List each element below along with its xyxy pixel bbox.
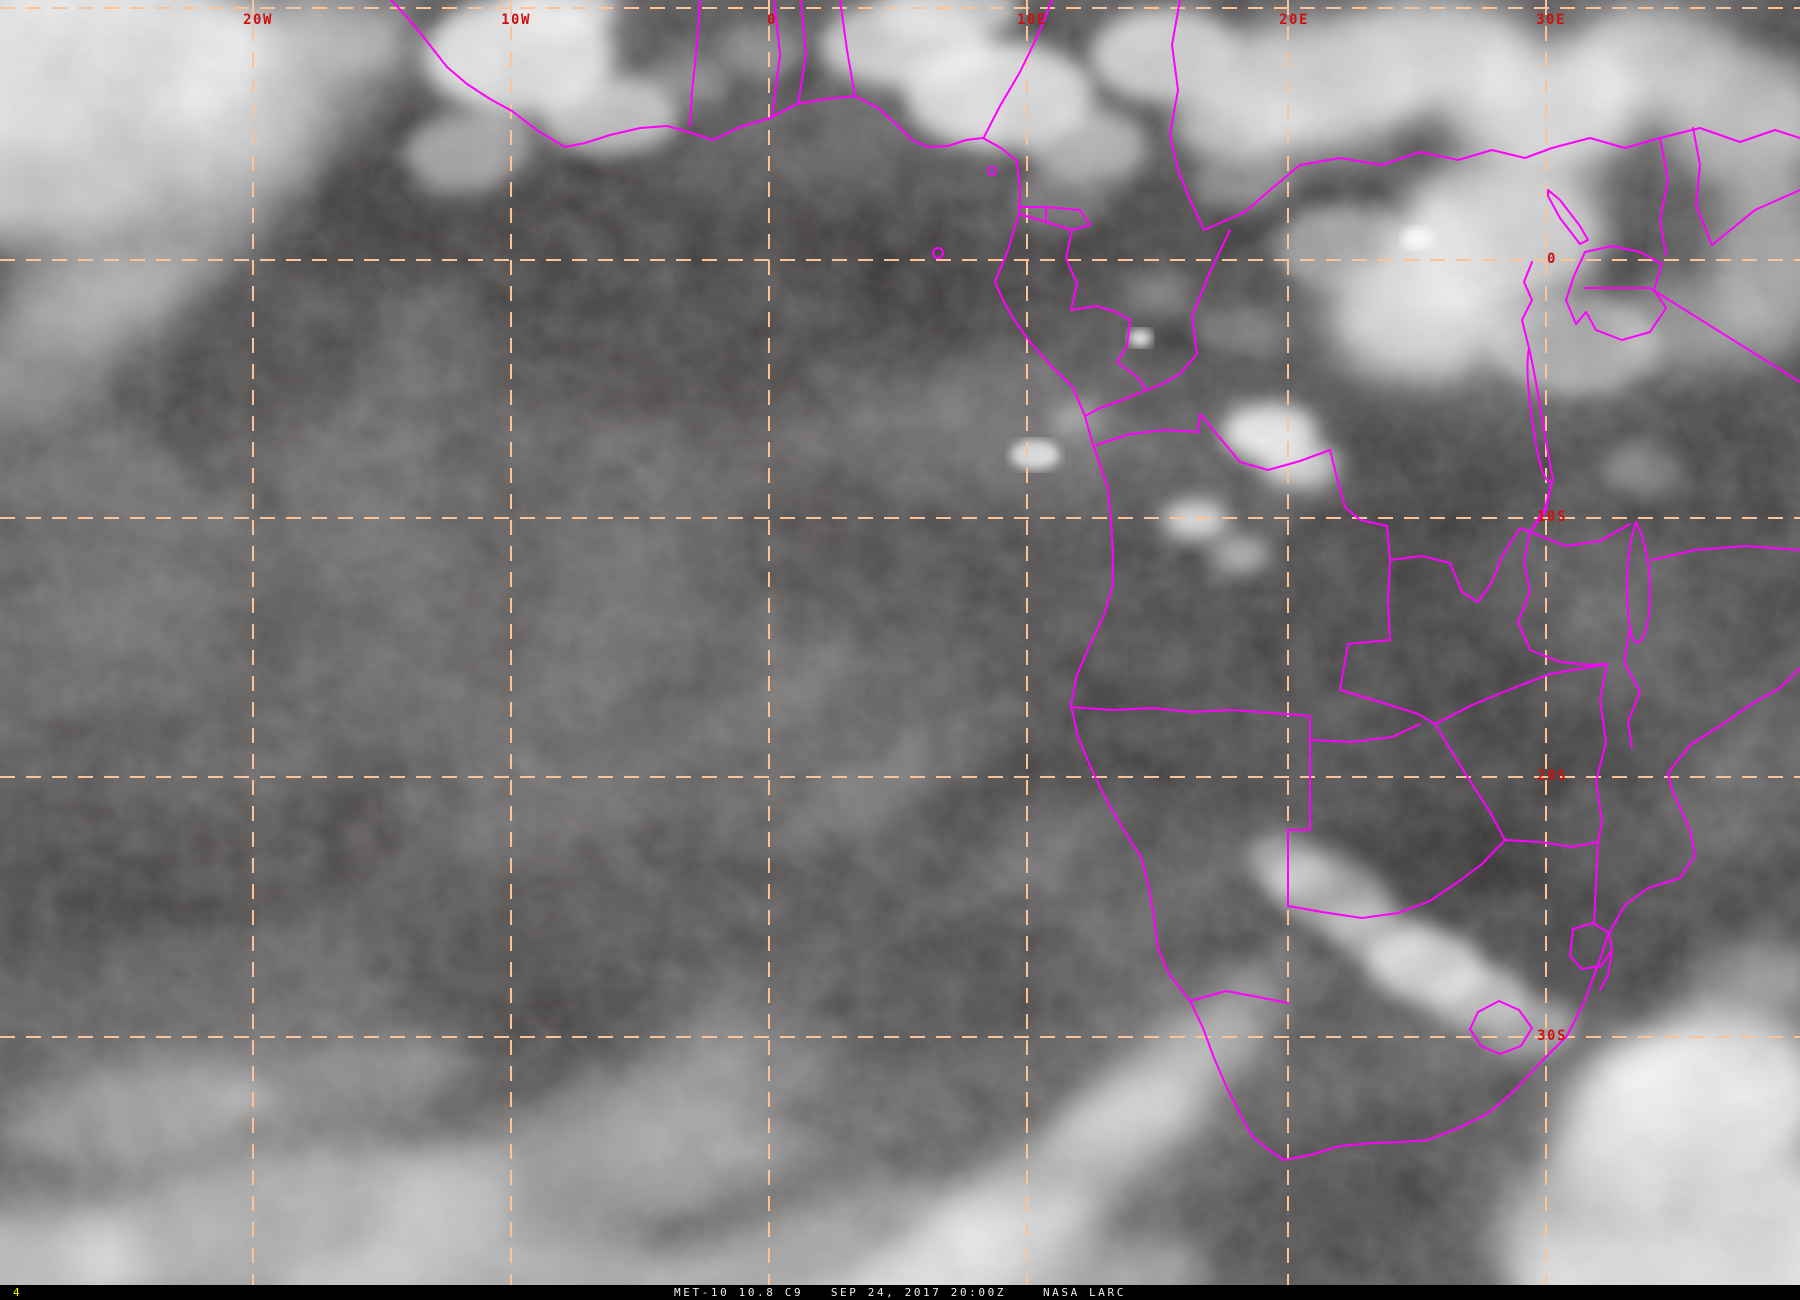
eswatini-border <box>1569 922 1613 970</box>
lesotho-border <box>1469 1000 1533 1055</box>
lake-victoria <box>1565 245 1667 341</box>
caption-text: MET-10 10.8 C9 SEP 24, 2017 20:00Z NASA … <box>674 1286 1126 1299</box>
frame-counter: 4 <box>13 1286 21 1299</box>
caption-bar: 4 MET-10 10.8 C9 SEP 24, 2017 20:00Z NAS… <box>0 1285 1800 1300</box>
africa-coastline <box>390 0 1800 1161</box>
east-africa-borders <box>1517 287 1800 749</box>
west-africa-borders <box>689 0 1053 138</box>
bioko-island <box>987 166 997 176</box>
lake-albert <box>1547 189 1589 245</box>
lake-tanganyika <box>1521 261 1554 483</box>
country-borders-overlay <box>390 0 1800 1161</box>
sao-tome-island <box>932 247 944 259</box>
southern-africa-borders <box>1070 663 1613 1004</box>
central-africa-borders <box>1018 0 1800 417</box>
